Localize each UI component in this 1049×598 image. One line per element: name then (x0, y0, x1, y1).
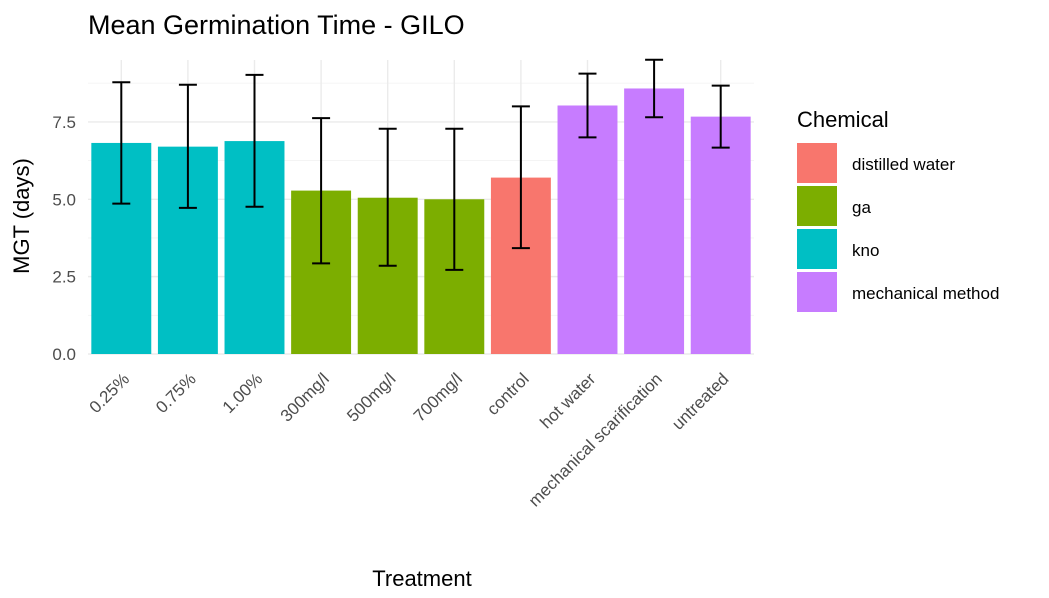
x-axis-title: Treatment (372, 566, 471, 591)
legend-label: ga (852, 198, 871, 217)
legend-item: mechanical method (797, 272, 999, 312)
legend-swatch (797, 143, 837, 183)
error-bar (245, 73, 264, 208)
legend: Chemical distilled water ga kno mechanical … (797, 107, 999, 312)
x-tick-label: 0.75% (152, 369, 200, 417)
legend-item: ga (797, 186, 871, 226)
y-axis-ticks: 0.0 2.5 5.0 7.5 (52, 113, 76, 364)
y-axis-title: MGT (days) (9, 158, 34, 274)
x-tick-label: control (483, 369, 533, 419)
x-tick-label: 300mg/l (277, 369, 333, 425)
legend-item: kno (797, 229, 879, 269)
legend-item: distilled water (797, 143, 955, 183)
legend-label: kno (852, 241, 879, 260)
legend-swatch (797, 272, 837, 312)
x-axis-ticks: 0.25% 0.75% 1.00% 300mg/l 500mg/l 700mg/l cont… (86, 369, 733, 510)
error-bar (511, 105, 530, 250)
legend-swatch (797, 186, 837, 226)
bars (91, 88, 751, 354)
y-tick-label: 5.0 (52, 190, 76, 209)
error-bar (445, 127, 464, 271)
x-tick-label: hot water (536, 369, 599, 432)
x-tick-label: 0.25% (86, 369, 134, 417)
y-tick-label: 0.0 (52, 345, 76, 364)
y-tick-label: 7.5 (52, 113, 76, 132)
x-tick-label: 500mg/l (343, 369, 399, 425)
legend-items: distilled water ga kno mechanical method (797, 143, 999, 312)
x-tick-label: untreated (668, 369, 732, 433)
bar-untreated (690, 116, 751, 354)
x-tick-label: 1.00% (219, 369, 267, 417)
error-bar (645, 58, 664, 119)
x-tick-label: mechanical scarification (525, 369, 666, 510)
legend-swatch (797, 229, 837, 269)
x-tick-label: 700mg/l (410, 369, 466, 425)
y-tick-label: 2.5 (52, 268, 76, 287)
legend-label: mechanical method (852, 284, 999, 303)
error-bar (711, 84, 730, 149)
bar-mechanical-scarification (624, 88, 685, 354)
error-bar (112, 81, 131, 205)
error-bars (112, 58, 730, 271)
error-bar (312, 117, 331, 265)
bar-hot-water (557, 105, 618, 354)
chart-title: Mean Germination Time - GILO (88, 10, 465, 40)
error-bar (578, 72, 597, 139)
legend-label: distilled water (852, 155, 955, 174)
error-bar (378, 127, 397, 267)
error-bar (178, 83, 197, 209)
legend-title: Chemical (797, 107, 889, 132)
